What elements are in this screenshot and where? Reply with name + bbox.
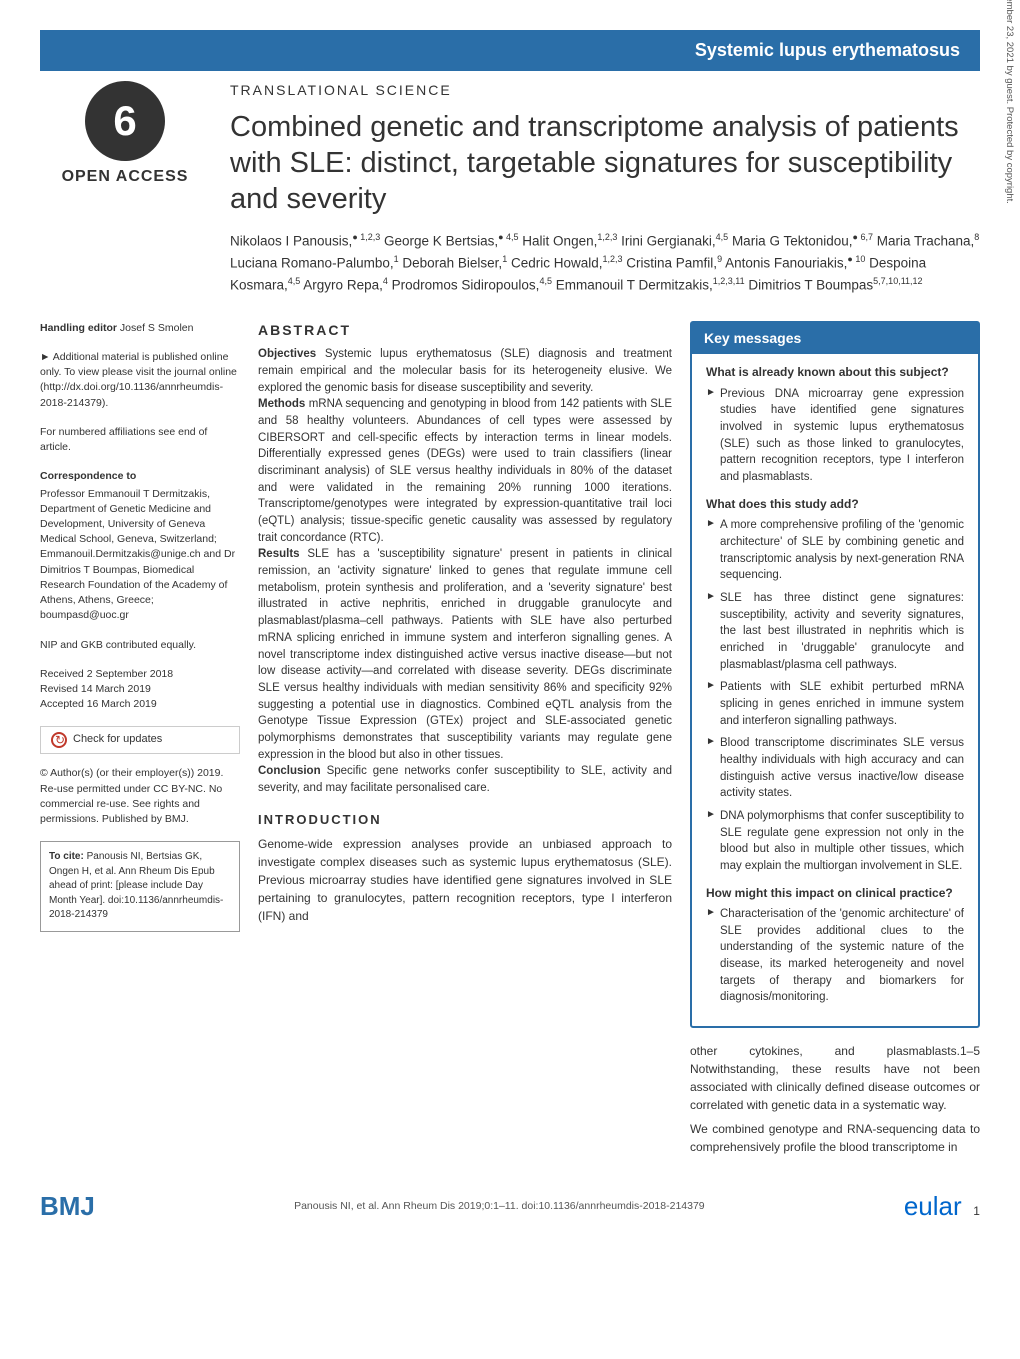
- introduction-heading: INTRODUCTION: [258, 811, 672, 829]
- key-message-item: Characterisation of the 'genomic archite…: [706, 906, 964, 1006]
- abstract-heading: ABSTRACT: [258, 321, 672, 341]
- cite-heading: To cite:: [49, 851, 84, 862]
- check-updates-button[interactable]: Check for updates: [40, 726, 240, 754]
- author-list: Nikolaos I Panousis,● 1,2,3 George K Ber…: [230, 230, 980, 296]
- methods-text: mRNA sequencing and genotyping in blood …: [258, 398, 672, 543]
- affiliations-note: For numbered affiliations see end of art…: [40, 425, 240, 455]
- open-access-icon: 6: [85, 81, 165, 161]
- sidebar-metadata: Handling editor Josef S Smolen ► Additio…: [40, 321, 240, 1156]
- key-q3: How might this impact on clinical practi…: [706, 885, 964, 902]
- equal-contribution: NIP and GKB contributed equally.: [40, 638, 240, 653]
- objectives-text: Systemic lupus erythematosus (SLE) diagn…: [258, 348, 672, 393]
- handling-editor-label: Handling editor: [40, 322, 117, 334]
- refresh-icon: [51, 732, 67, 748]
- key-message-item: A more comprehensive profiling of the 'g…: [706, 517, 964, 584]
- bmj-logo: BMJ: [40, 1188, 95, 1224]
- eular-logo: eular: [904, 1191, 962, 1221]
- footer-citation: Panousis NI, et al. Ann Rheum Dis 2019;0…: [294, 1199, 705, 1214]
- key-q2: What does this study add?: [706, 496, 964, 513]
- article-title: Combined genetic and transcriptome analy…: [230, 109, 980, 218]
- supplementary-note: ► Additional material is published onlin…: [40, 350, 240, 411]
- key-message-item: Blood transcriptome discriminates SLE ve…: [706, 735, 964, 802]
- key-message-item: Patients with SLE exhibit perturbed mRNA…: [706, 679, 964, 729]
- results-label: Results: [258, 548, 300, 560]
- introduction-p2: other cytokines, and plasmablasts.1–5 No…: [690, 1042, 980, 1114]
- key-message-item: SLE has three distinct gene signatures: …: [706, 590, 964, 673]
- objectives-label: Objectives: [258, 348, 316, 360]
- section-label: TRANSLATIONAL SCIENCE: [230, 81, 980, 101]
- copyright-side-text: Ann Rheum Dis: first published as 10.113…: [1003, 0, 1016, 204]
- key-message-item: DNA polymorphisms that confer susceptibi…: [706, 808, 964, 875]
- license-text: © Author(s) (or their employer(s)) 2019.…: [40, 766, 240, 827]
- check-updates-label: Check for updates: [73, 732, 162, 748]
- introduction-p3: We combined genotype and RNA-sequencing …: [690, 1120, 980, 1156]
- key-q1: What is already known about this subject…: [706, 364, 964, 381]
- key-messages-heading: Key messages: [692, 323, 978, 355]
- key-messages-box: Key messages What is already known about…: [690, 321, 980, 1028]
- key-message-item: Previous DNA microarray gene expression …: [706, 386, 964, 486]
- open-access-label: OPEN ACCESS: [40, 166, 210, 188]
- introduction-p1: Genome-wide expression analyses provide …: [258, 835, 672, 925]
- page-number: 1: [973, 1204, 980, 1218]
- section-band: Systemic lupus erythematosus: [40, 30, 980, 71]
- key-q2-list: A more comprehensive profiling of the 'g…: [706, 517, 964, 874]
- correspondence-body: Professor Emmanouil T Dermitzakis, Depar…: [40, 487, 240, 624]
- abstract-body: Objectives Systemic lupus erythematosus …: [258, 346, 672, 796]
- conclusion-label: Conclusion: [258, 765, 321, 777]
- results-text: SLE has a 'susceptibility signature' pre…: [258, 548, 672, 760]
- article-dates: Received 2 September 2018 Revised 14 Mar…: [40, 667, 240, 713]
- key-q3-list: Characterisation of the 'genomic archite…: [706, 906, 964, 1006]
- handling-editor-name: Josef S Smolen: [120, 322, 194, 334]
- citation-box: To cite: Panousis NI, Bertsias GK, Ongen…: [40, 841, 240, 932]
- key-q1-list: Previous DNA microarray gene expression …: [706, 386, 964, 486]
- page-footer: BMJ Panousis NI, et al. Ann Rheum Dis 20…: [0, 1176, 1020, 1244]
- correspondence-heading: Correspondence to: [40, 469, 240, 484]
- conclusion-text: Specific gene networks confer susceptibi…: [258, 765, 672, 794]
- open-access-block: 6 OPEN ACCESS: [40, 81, 210, 306]
- methods-label: Methods: [258, 398, 305, 410]
